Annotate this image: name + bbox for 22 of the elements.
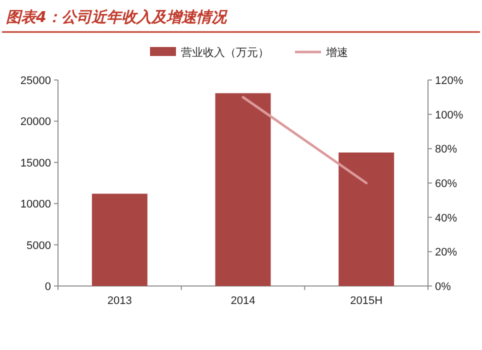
legend-label: 营业收入（万元） bbox=[181, 46, 269, 59]
bar bbox=[338, 152, 394, 286]
y-tick-label: 20000 bbox=[20, 116, 51, 128]
y2-tick-label: 100% bbox=[435, 109, 464, 122]
y2-tick-label: 20% bbox=[435, 246, 458, 259]
y2-tick-label: 60% bbox=[435, 178, 458, 190]
y2-tick-label: 120% bbox=[435, 75, 464, 87]
y-tick-label: 10000 bbox=[20, 198, 51, 211]
x-tick-label: 2013 bbox=[107, 295, 132, 307]
y2-tick-label: 0% bbox=[435, 281, 452, 293]
chart-title: 图表4：公司近年收入及增速情况 bbox=[6, 8, 228, 26]
bar bbox=[215, 93, 271, 286]
y2-tick-label: 40% bbox=[435, 212, 458, 224]
x-tick-label: 2014 bbox=[230, 295, 256, 307]
y-tick-label: 15000 bbox=[20, 157, 51, 170]
y-tick-label: 0 bbox=[44, 281, 51, 293]
bar bbox=[92, 194, 148, 286]
y2-tick-label: 80% bbox=[435, 144, 458, 156]
legend-label: 增速 bbox=[325, 46, 348, 59]
y-tick-label: 5000 bbox=[26, 240, 51, 252]
x-tick-label: 2015H bbox=[350, 295, 383, 307]
y-tick-label: 25000 bbox=[20, 75, 51, 87]
